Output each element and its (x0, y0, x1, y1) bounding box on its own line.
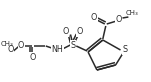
Text: S: S (123, 46, 128, 55)
Text: CH₃: CH₃ (126, 10, 139, 16)
Text: CH₃: CH₃ (1, 41, 14, 47)
Text: O: O (76, 27, 82, 36)
Text: O: O (62, 27, 69, 36)
Text: O: O (30, 52, 36, 62)
Text: O: O (91, 14, 97, 22)
Text: O: O (18, 41, 24, 51)
Text: O: O (7, 45, 14, 53)
Text: S: S (71, 41, 76, 50)
Text: NH: NH (52, 46, 63, 55)
Text: O: O (115, 15, 122, 25)
